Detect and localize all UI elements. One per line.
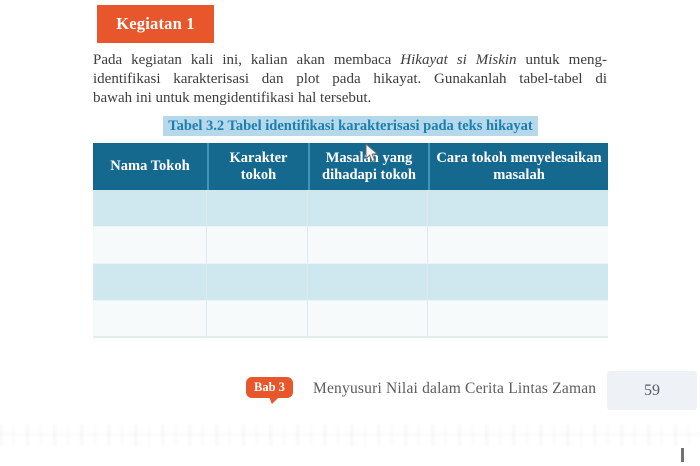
table-cell[interactable] xyxy=(308,227,428,264)
column-header-karakter-tokoh: Karakter tokoh xyxy=(207,143,308,190)
table-cell[interactable] xyxy=(207,227,308,264)
column-header-nama-tokoh: Nama Tokoh xyxy=(93,143,207,190)
chapter-badge: Bab 3 xyxy=(246,377,293,398)
table-row xyxy=(93,227,608,264)
table-cell[interactable] xyxy=(207,190,308,227)
table-cell[interactable] xyxy=(308,190,428,227)
mouse-cursor-icon xyxy=(365,143,379,163)
table-cell[interactable] xyxy=(93,190,207,227)
table-cell[interactable] xyxy=(207,264,308,301)
page-number: 59 xyxy=(607,371,697,410)
bottom-tick-artifact xyxy=(681,448,684,462)
table-caption: Tabel 3.2 Tabel identifikasi karakterisa… xyxy=(93,116,608,136)
table-cell[interactable] xyxy=(428,301,608,338)
column-header-cara-tokoh: Cara tokoh menyelesaikan masalah xyxy=(428,143,608,190)
chapter-title: Menyusuri Nilai dalam Cerita Lintas Zama… xyxy=(313,380,597,397)
characterization-table: Nama Tokoh Karakter tokoh Masalah yang d… xyxy=(93,143,608,338)
table-cell[interactable] xyxy=(428,227,608,264)
table-cell[interactable] xyxy=(93,227,207,264)
paragraph-line: identifikasi karakterisasi dan plot pada… xyxy=(93,71,607,87)
table-cell[interactable] xyxy=(308,301,428,338)
table-cell[interactable] xyxy=(207,301,308,338)
table-cell[interactable] xyxy=(93,264,207,301)
bottom-blur-artifact xyxy=(0,424,700,446)
book-title-italic: Hikayat si Miskin xyxy=(400,52,517,68)
table-cell[interactable] xyxy=(308,264,428,301)
intro-paragraph: Pada kegiatan kali ini, kalian akan memb… xyxy=(93,51,607,108)
paragraph-text: untuk meng- xyxy=(516,52,607,68)
paragraph-text: Pada kegiatan kali ini, kalian akan memb… xyxy=(93,52,401,68)
paragraph-line: bawah ini untuk mengidentifikasi hal ter… xyxy=(93,90,372,106)
table-row xyxy=(93,301,608,338)
paragraph-line: Pada kegiatan kali ini, kalian akan memb… xyxy=(93,51,607,70)
table-header-row: Nama Tokoh Karakter tokoh Masalah yang d… xyxy=(93,143,608,190)
table-cell[interactable] xyxy=(428,264,608,301)
table-row xyxy=(93,264,608,301)
table-row xyxy=(93,190,608,227)
table-cell[interactable] xyxy=(428,190,608,227)
activity-badge: Kegiatan 1 xyxy=(97,5,214,43)
table-caption-highlighted-text[interactable]: Tabel 3.2 Tabel identifikasi karakterisa… xyxy=(163,116,538,136)
table-cell[interactable] xyxy=(93,301,207,338)
